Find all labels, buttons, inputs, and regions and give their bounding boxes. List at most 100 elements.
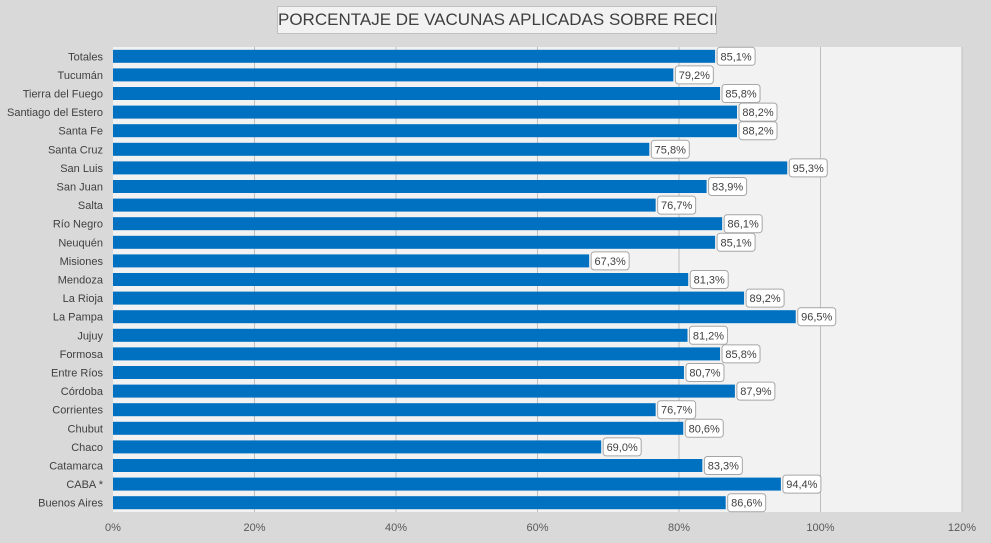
data-label-box xyxy=(723,214,763,234)
category-label: Santa Fe xyxy=(58,126,103,138)
category-label: Catamarca xyxy=(49,461,104,473)
data-label: 83,9% xyxy=(708,177,748,196)
data-label: 88,2% xyxy=(738,121,778,141)
data-label-text: 76,7% xyxy=(661,200,692,212)
data-label-text: 88,2% xyxy=(742,107,773,119)
bar xyxy=(113,180,707,193)
category-label: Entre Ríos xyxy=(51,368,103,380)
data-label: 69,0% xyxy=(602,437,642,457)
data-label-text: 75,8% xyxy=(655,144,686,156)
category-label: Mendoza xyxy=(58,275,104,287)
data-label-box xyxy=(684,418,724,438)
data-label-box xyxy=(745,288,785,308)
data-label-box xyxy=(590,251,630,271)
bar xyxy=(113,403,656,417)
data-label: 88,2% xyxy=(738,102,778,122)
bar xyxy=(113,124,738,138)
data-label-text: 80,7% xyxy=(689,368,720,380)
data-label: 89,2% xyxy=(745,288,785,308)
x-axis-tick-labels: 0% 20% 40% 60% 80% 100% 120% xyxy=(105,522,976,534)
data-label: 80,7% xyxy=(685,363,725,382)
data-label-text: 85,8% xyxy=(725,349,756,361)
bar xyxy=(113,68,674,82)
bars xyxy=(113,49,796,510)
bar xyxy=(113,198,656,212)
data-label-box xyxy=(736,381,776,401)
data-label-box xyxy=(602,437,642,457)
data-label-box xyxy=(727,493,767,513)
data-label-box xyxy=(685,363,725,382)
category-label: Corrientes xyxy=(52,405,103,417)
data-label-text: 88,2% xyxy=(742,126,773,138)
category-label: San Juan xyxy=(57,182,103,194)
data-label-box xyxy=(688,325,728,345)
bar xyxy=(113,384,735,398)
data-label-text: 79,2% xyxy=(679,70,710,82)
category-label: Totales xyxy=(68,51,103,63)
data-label-text: 94,4% xyxy=(786,479,817,491)
category-label: Santiago del Estero xyxy=(7,107,103,119)
category-label: Córdoba xyxy=(61,386,104,398)
data-label-text: 80,6% xyxy=(689,423,720,435)
data-label: 95,3% xyxy=(788,158,828,178)
category-label: Jujuy xyxy=(77,330,103,342)
data-label-text: 87,9% xyxy=(740,386,771,398)
bar xyxy=(113,421,684,435)
data-label-text: 81,3% xyxy=(694,275,725,287)
data-label: 75,8% xyxy=(650,139,690,159)
data-label-box xyxy=(689,270,729,289)
data-label-box xyxy=(797,307,837,327)
data-label-text: 95,3% xyxy=(793,163,824,175)
data-label-box xyxy=(674,65,714,85)
data-label-text: 83,9% xyxy=(712,182,743,194)
x-tick-label: 0% xyxy=(105,522,121,534)
data-label-box xyxy=(703,456,743,475)
category-label: Buenos Aires xyxy=(38,498,103,510)
data-label: 76,7% xyxy=(657,195,697,215)
data-label: 86,6% xyxy=(727,493,767,513)
data-label: 87,9% xyxy=(736,381,776,401)
bar xyxy=(113,217,723,231)
data-label-text: 67,3% xyxy=(595,256,626,268)
category-label: Chaco xyxy=(71,442,103,454)
data-label: 67,3% xyxy=(590,251,630,271)
x-tick-label: 100% xyxy=(806,522,834,534)
data-label-box xyxy=(657,400,697,420)
data-label-box xyxy=(738,102,778,122)
bar xyxy=(113,440,602,454)
category-label: Misiones xyxy=(60,256,104,268)
data-label: 85,1% xyxy=(716,46,756,66)
data-label-text: 89,2% xyxy=(749,293,780,305)
data-label: 81,2% xyxy=(688,325,728,345)
category-label: Salta xyxy=(78,200,104,212)
data-label-box xyxy=(782,474,822,494)
category-label: Neuquén xyxy=(58,237,103,249)
data-label: 80,6% xyxy=(684,418,724,438)
category-labels: Totales Tucumán Tierra del Fuego Santiago d… xyxy=(7,51,104,509)
bar xyxy=(113,161,788,175)
bar xyxy=(113,310,796,324)
bar xyxy=(113,347,721,361)
data-label-text: 86,1% xyxy=(728,219,759,231)
data-label: 79,2% xyxy=(674,65,714,85)
data-label-box xyxy=(716,46,756,66)
data-label-box xyxy=(788,158,828,178)
bar xyxy=(113,254,590,268)
data-label-text: 86,6% xyxy=(731,498,762,510)
data-label-text: 69,0% xyxy=(607,442,638,454)
category-label: La Rioja xyxy=(63,293,104,305)
bar xyxy=(113,142,650,156)
data-label-text: 85,8% xyxy=(725,89,756,101)
bar xyxy=(113,496,726,510)
bar xyxy=(113,477,781,491)
data-label: 81,3% xyxy=(689,270,729,289)
data-label-box xyxy=(650,139,690,159)
bar xyxy=(113,459,703,472)
data-label-text: 81,2% xyxy=(693,330,724,342)
data-label-box xyxy=(708,177,748,196)
data-label-box xyxy=(716,232,756,252)
category-label: Río Negro xyxy=(53,219,103,231)
data-label-text: 85,1% xyxy=(720,237,751,249)
bar xyxy=(113,87,721,100)
